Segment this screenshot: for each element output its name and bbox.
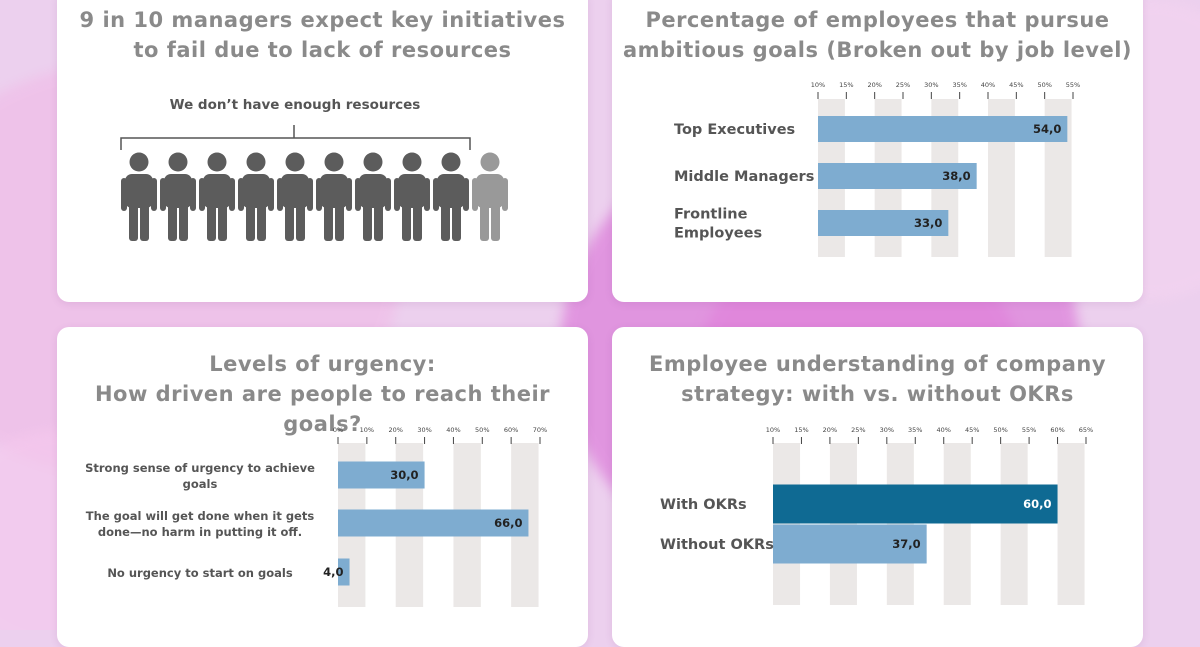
title-line-2: How driven are people to reach their goa… — [94, 382, 551, 436]
card-ambition: Percentage of employees that pursue ambi… — [612, 0, 1143, 302]
data-label: 37,0 — [892, 537, 920, 551]
title-line-2: ambitious goals (Broken out by job level… — [622, 38, 1133, 62]
axis-tick-label: 50% — [475, 426, 489, 434]
grid-column — [1057, 443, 1085, 605]
axis-tick-label: 40% — [937, 426, 951, 434]
category-label: Top Executives — [674, 122, 795, 138]
data-label: 4,0 — [323, 565, 343, 579]
axis-tick-label: 65% — [1079, 426, 1093, 434]
title-line-2: to fail due to lack of resources — [133, 38, 512, 62]
person-icon — [199, 152, 235, 241]
axis-tick-label: 35% — [952, 81, 966, 89]
axis-tick-label: 30% — [924, 81, 938, 89]
data-label: 33,0 — [914, 216, 942, 230]
bar — [338, 461, 425, 489]
person-icon — [238, 152, 274, 241]
axis-tick-label: 20% — [388, 426, 402, 434]
bracket — [120, 125, 471, 150]
grid-column — [773, 443, 801, 605]
person-icon — [394, 152, 430, 241]
axis-tick-label: 15% — [794, 426, 808, 434]
title-line-1: Percentage of employees that pursue — [645, 8, 1110, 32]
category-label: Employees — [674, 226, 762, 242]
axis-tick-label: 20% — [823, 426, 837, 434]
bar — [338, 558, 350, 586]
bar — [818, 210, 949, 236]
data-label: 60,0 — [1023, 497, 1051, 511]
card-resources: 9 in 10 managers expect key initiatives … — [57, 0, 588, 302]
axis-tick-label: 10% — [766, 426, 780, 434]
person-icon — [277, 152, 313, 241]
axis-tick-label: 30% — [880, 426, 894, 434]
axis-tick-label: 40% — [446, 426, 460, 434]
data-label: 66,0 — [494, 516, 522, 530]
axis-tick-label: 0% — [333, 426, 343, 434]
axis-tick-label: 40% — [981, 81, 995, 89]
grid-column — [886, 443, 914, 605]
person-icon — [316, 152, 352, 241]
axis-tick-label: 55% — [1022, 426, 1036, 434]
axis-tick-label: 30% — [417, 426, 431, 434]
axis-tick-label: 50% — [993, 426, 1007, 434]
people-illustration: We don’t have enough resources — [120, 97, 508, 241]
person-icon — [433, 152, 469, 241]
axis-tick-label: 60% — [504, 426, 518, 434]
person-icon — [355, 152, 391, 241]
bar — [818, 116, 1068, 142]
axis-tick-label: 60% — [1050, 426, 1064, 434]
bar — [818, 163, 977, 189]
data-label: 38,0 — [942, 169, 970, 183]
category-label: The goal will get done when it gets — [86, 509, 315, 523]
data-label: 30,0 — [390, 468, 418, 482]
category-label: No urgency to start on goals — [107, 566, 293, 580]
person-icon — [121, 152, 157, 241]
bar — [338, 509, 529, 537]
title-line-1: 9 in 10 managers expect key initiatives — [79, 8, 566, 32]
axis-tick-label: 45% — [1009, 81, 1023, 89]
axis-tick-label: 20% — [867, 81, 881, 89]
okrs-chart: 10% 15% 20% 25% 30% 35% 40% 45% 50% 55% 60% 65% 60,0… — [660, 426, 1093, 605]
title-line-1: Levels of urgency: — [209, 352, 436, 376]
ambition-chart: 10% 15% 20% 25% 30% 35% 40% 45% 50% 55% 54,0 Top Ex… — [674, 81, 1080, 257]
category-label: With OKRs — [660, 497, 747, 513]
data-label: 54,0 — [1033, 122, 1061, 136]
category-label: Frontline — [674, 207, 748, 223]
card-urgency: Levels of urgency: How driven are people… — [57, 327, 588, 647]
card-title: Employee understanding of company strate… — [612, 349, 1143, 409]
category-label: goals — [183, 477, 218, 491]
axis-tick-label: 50% — [1037, 81, 1051, 89]
card-title: Percentage of employees that pursue ambi… — [612, 5, 1143, 65]
axis-tick-label: 25% — [851, 426, 865, 434]
axis-tick-label: 35% — [908, 426, 922, 434]
axis-tick-label: 10% — [360, 426, 374, 434]
card-title: 9 in 10 managers expect key initiatives … — [57, 5, 588, 65]
axis-tick-label: 25% — [896, 81, 910, 89]
card-title: Levels of urgency: How driven are people… — [57, 349, 588, 439]
resources-caption: We don’t have enough resources — [170, 97, 421, 113]
title-line-2: strategy: with vs. without OKRs — [681, 382, 1074, 406]
urgency-chart: 0% 10% 20% 30% 40% 50% 60% 70% 30,0 Strong sense … — [85, 426, 547, 607]
category-label: Without OKRs — [660, 537, 774, 553]
bar — [773, 484, 1058, 524]
grid-column — [1000, 443, 1028, 605]
category-label: done—no harm in putting it off. — [98, 525, 302, 539]
axis-tick-label: 15% — [839, 81, 853, 89]
axis-tick-label: 45% — [965, 426, 979, 434]
person-icon — [472, 152, 508, 241]
grid-column — [829, 443, 857, 605]
category-label: Middle Managers — [674, 169, 814, 185]
bar — [773, 524, 927, 564]
grid-column — [943, 443, 971, 605]
axis-tick-label: 70% — [533, 426, 547, 434]
axis-tick-label: 55% — [1066, 81, 1080, 89]
person-icon — [160, 152, 196, 241]
axis-tick-label: 10% — [811, 81, 825, 89]
category-label: Strong sense of urgency to achieve — [85, 461, 315, 475]
card-okrs: Employee understanding of company strate… — [612, 327, 1143, 647]
title-line-1: Employee understanding of company — [648, 352, 1107, 376]
